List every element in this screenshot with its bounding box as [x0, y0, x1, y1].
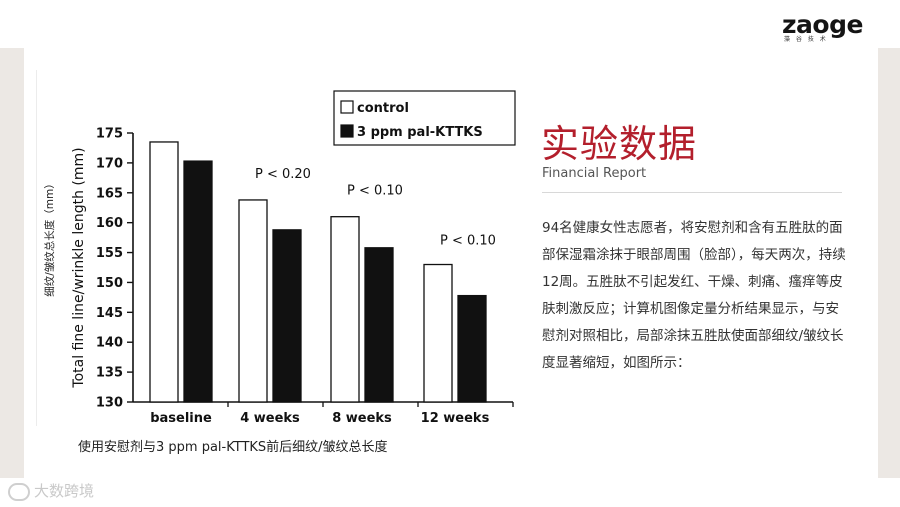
chart-labels: baseline 4 weeks 8 weeks 12 weeks P < 0.20 P …	[43, 147, 496, 426]
p-value-annotation: P < 0.10	[440, 234, 496, 249]
y-axis-label-cn: 细纹/皱纹总长度（mm）	[43, 178, 56, 297]
logo-subtext: 藻 谷 技 术	[784, 36, 828, 43]
x-tick-label: baseline	[150, 411, 212, 426]
bar-treatment	[183, 160, 213, 403]
bottom-band	[0, 478, 900, 507]
y-tick-label: 135	[96, 366, 123, 381]
page-subtitle: Financial Report	[542, 166, 647, 181]
y-axis-label: Total fine line/wrinkle length (mm)	[71, 147, 87, 388]
x-tick-label: 12 weeks	[421, 411, 490, 426]
y-tick-label: 170	[96, 156, 123, 171]
page-title: 实验数据	[541, 122, 698, 166]
y-tick-label: 160	[96, 216, 123, 231]
chart-bars	[149, 141, 487, 403]
y-tick-label: 150	[96, 276, 123, 291]
y-tick-label: 145	[96, 306, 123, 321]
bar-chart: control 3 ppm pal-KTTKS 130 135 140 145 150 15…	[43, 90, 516, 426]
chart-panel: control 3 ppm pal-KTTKS 130 135 140 145 150 15…	[36, 70, 527, 426]
legend-label: 3 ppm pal-KTTKS	[357, 125, 483, 140]
left-margin	[0, 48, 24, 478]
bar-control	[423, 263, 453, 403]
legend-swatch	[340, 124, 354, 138]
chart-caption: 使用安慰剂与3 ppm pal-KTTKS前后细纹/皱纹总长度	[78, 440, 388, 455]
bar-treatment	[272, 229, 302, 403]
zaoge-logo: zaoge 藻 谷 技 术	[782, 10, 882, 48]
p-value-annotation: P < 0.20	[255, 167, 311, 182]
bar-control	[149, 141, 179, 403]
top-band	[0, 0, 900, 48]
x-tick-label: 8 weeks	[332, 411, 392, 426]
right-margin	[878, 48, 900, 478]
watermark-text: 大数跨境	[34, 482, 95, 500]
legend-box	[333, 90, 516, 146]
y-tick-label: 175	[96, 127, 123, 142]
legend-swatch	[340, 100, 354, 114]
watermark: 大数跨境	[8, 480, 94, 501]
logo-text: zaoge	[782, 10, 863, 39]
body-paragraph: 94名健康女性志愿者，将安慰剂和含有五胜肽的面部保湿霜涂抹于眼部周围（脸部），每…	[542, 220, 846, 371]
title-divider	[542, 192, 842, 193]
bar-treatment	[364, 247, 394, 403]
p-value-annotation: P < 0.10	[347, 184, 403, 199]
bar-control	[238, 199, 268, 403]
chart-legend: control 3 ppm pal-KTTKS	[333, 90, 516, 146]
x-tick-label: 4 weeks	[240, 411, 300, 426]
y-tick-label: 140	[96, 336, 123, 351]
y-tick-label: 155	[96, 246, 123, 261]
watermark-logo-icon	[8, 482, 30, 501]
y-tick-label: 165	[96, 186, 123, 201]
bar-treatment	[457, 294, 487, 403]
y-tick-label: 130	[96, 396, 123, 411]
legend-label: control	[357, 101, 409, 116]
bar-control	[330, 216, 360, 403]
